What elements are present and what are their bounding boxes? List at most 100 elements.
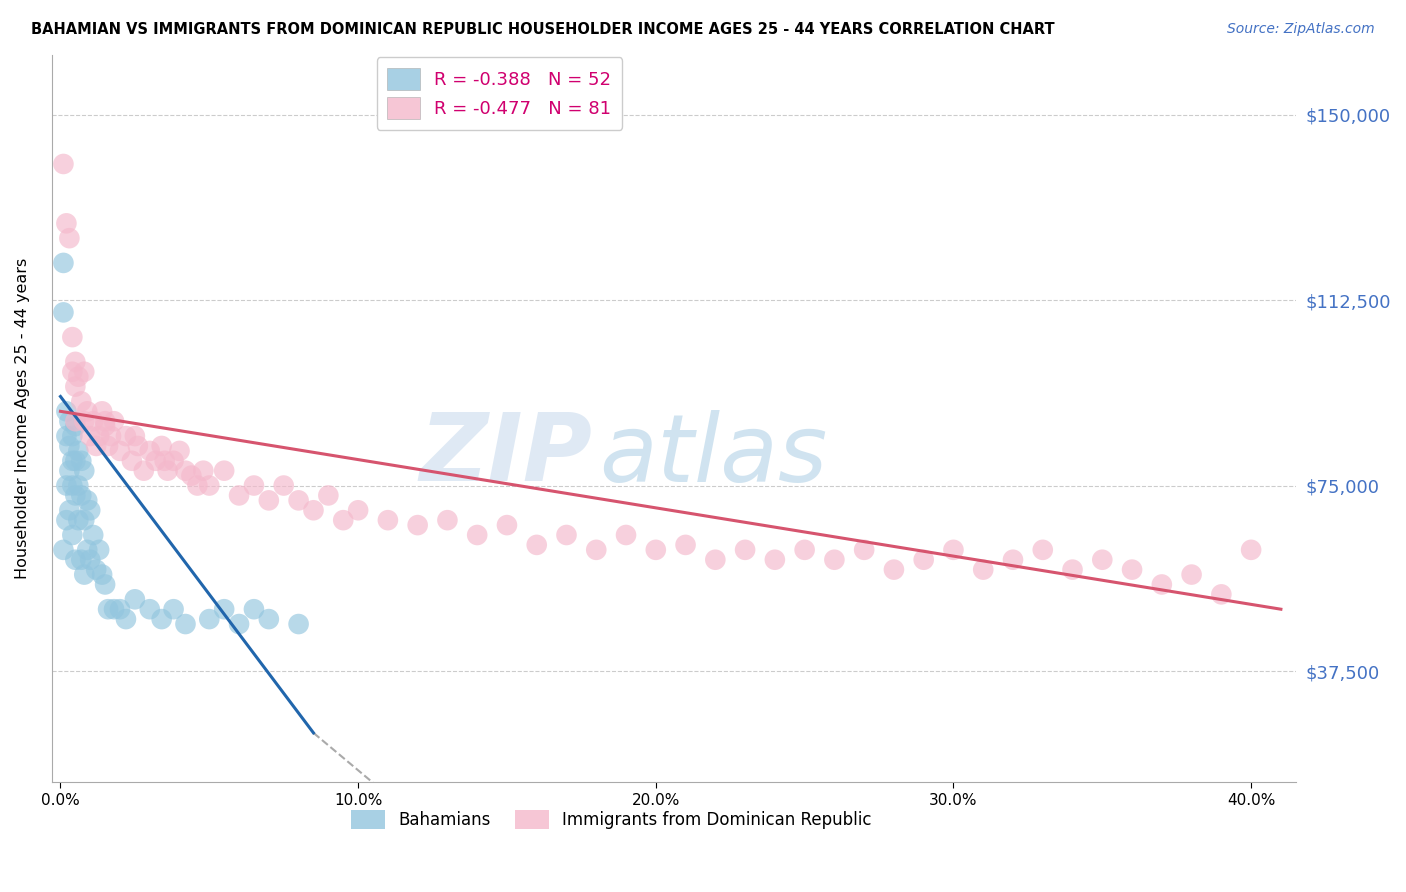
Point [60, 454, 83, 468]
Point [1062, 563, 1084, 577]
Point [162, 454, 184, 468]
Point [823, 553, 845, 567]
Point [132, 464, 155, 478]
Point [52, 542, 75, 557]
Point [793, 542, 815, 557]
Point [406, 518, 429, 533]
Point [1150, 577, 1173, 591]
Point [644, 542, 666, 557]
Point [58, 464, 80, 478]
Point [614, 528, 637, 542]
Point [139, 443, 162, 458]
Point [82, 528, 104, 542]
Point [124, 592, 146, 607]
Point [302, 503, 325, 517]
Point [103, 414, 125, 428]
Point [55, 513, 77, 527]
Point [79, 429, 101, 443]
Point [84, 563, 107, 577]
Point [70, 488, 93, 502]
Point [76, 404, 98, 418]
Point [73, 414, 96, 428]
Point [1211, 587, 1233, 601]
Point [73, 567, 96, 582]
Point [257, 493, 280, 508]
Point [174, 464, 197, 478]
Point [55, 404, 77, 418]
Y-axis label: Householder Income Ages 25 - 44 years: Householder Income Ages 25 - 44 years [15, 258, 30, 580]
Point [212, 464, 235, 478]
Point [526, 538, 548, 552]
Point [65, 454, 87, 468]
Point [94, 419, 117, 434]
Point [60, 429, 83, 443]
Point [1091, 553, 1114, 567]
Point [243, 602, 266, 616]
Point [55, 429, 77, 443]
Point [60, 478, 83, 492]
Point [52, 157, 75, 171]
Point [347, 503, 370, 517]
Point [139, 602, 162, 616]
Point [82, 414, 104, 428]
Point [67, 369, 90, 384]
Point [91, 404, 114, 418]
Point [67, 513, 90, 527]
Point [52, 256, 75, 270]
Point [79, 503, 101, 517]
Point [52, 305, 75, 319]
Point [127, 439, 149, 453]
Point [70, 394, 93, 409]
Point [972, 563, 994, 577]
Point [60, 528, 83, 542]
Point [318, 488, 340, 502]
Legend: Bahamians, Immigrants from Dominican Republic: Bahamians, Immigrants from Dominican Rep… [344, 804, 879, 836]
Point [186, 478, 208, 492]
Point [287, 493, 309, 508]
Point [108, 602, 131, 616]
Point [704, 553, 727, 567]
Point [76, 542, 98, 557]
Point [145, 454, 167, 468]
Point [555, 528, 578, 542]
Point [198, 612, 221, 626]
Point [734, 542, 756, 557]
Point [377, 513, 399, 527]
Point [124, 429, 146, 443]
Text: atlas: atlas [599, 409, 827, 500]
Point [1001, 553, 1024, 567]
Point [675, 538, 697, 552]
Point [60, 365, 83, 379]
Text: ZIP: ZIP [420, 409, 593, 501]
Point [73, 513, 96, 527]
Point [257, 612, 280, 626]
Point [60, 330, 83, 344]
Point [121, 454, 143, 468]
Point [67, 478, 90, 492]
Point [1181, 567, 1204, 582]
Point [150, 439, 173, 453]
Point [1032, 542, 1054, 557]
Point [193, 464, 215, 478]
Point [912, 553, 935, 567]
Point [65, 488, 87, 502]
Point [89, 429, 111, 443]
Point [228, 617, 250, 632]
Point [853, 542, 876, 557]
Point [162, 602, 184, 616]
Point [73, 464, 96, 478]
Point [228, 488, 250, 502]
Point [115, 612, 138, 626]
Point [436, 513, 458, 527]
Point [97, 439, 120, 453]
Point [79, 553, 101, 567]
Point [65, 379, 87, 393]
Point [332, 513, 354, 527]
Point [91, 567, 114, 582]
Point [763, 553, 786, 567]
Point [273, 478, 295, 492]
Point [94, 414, 117, 428]
Point [84, 439, 107, 453]
Point [150, 612, 173, 626]
Point [97, 602, 120, 616]
